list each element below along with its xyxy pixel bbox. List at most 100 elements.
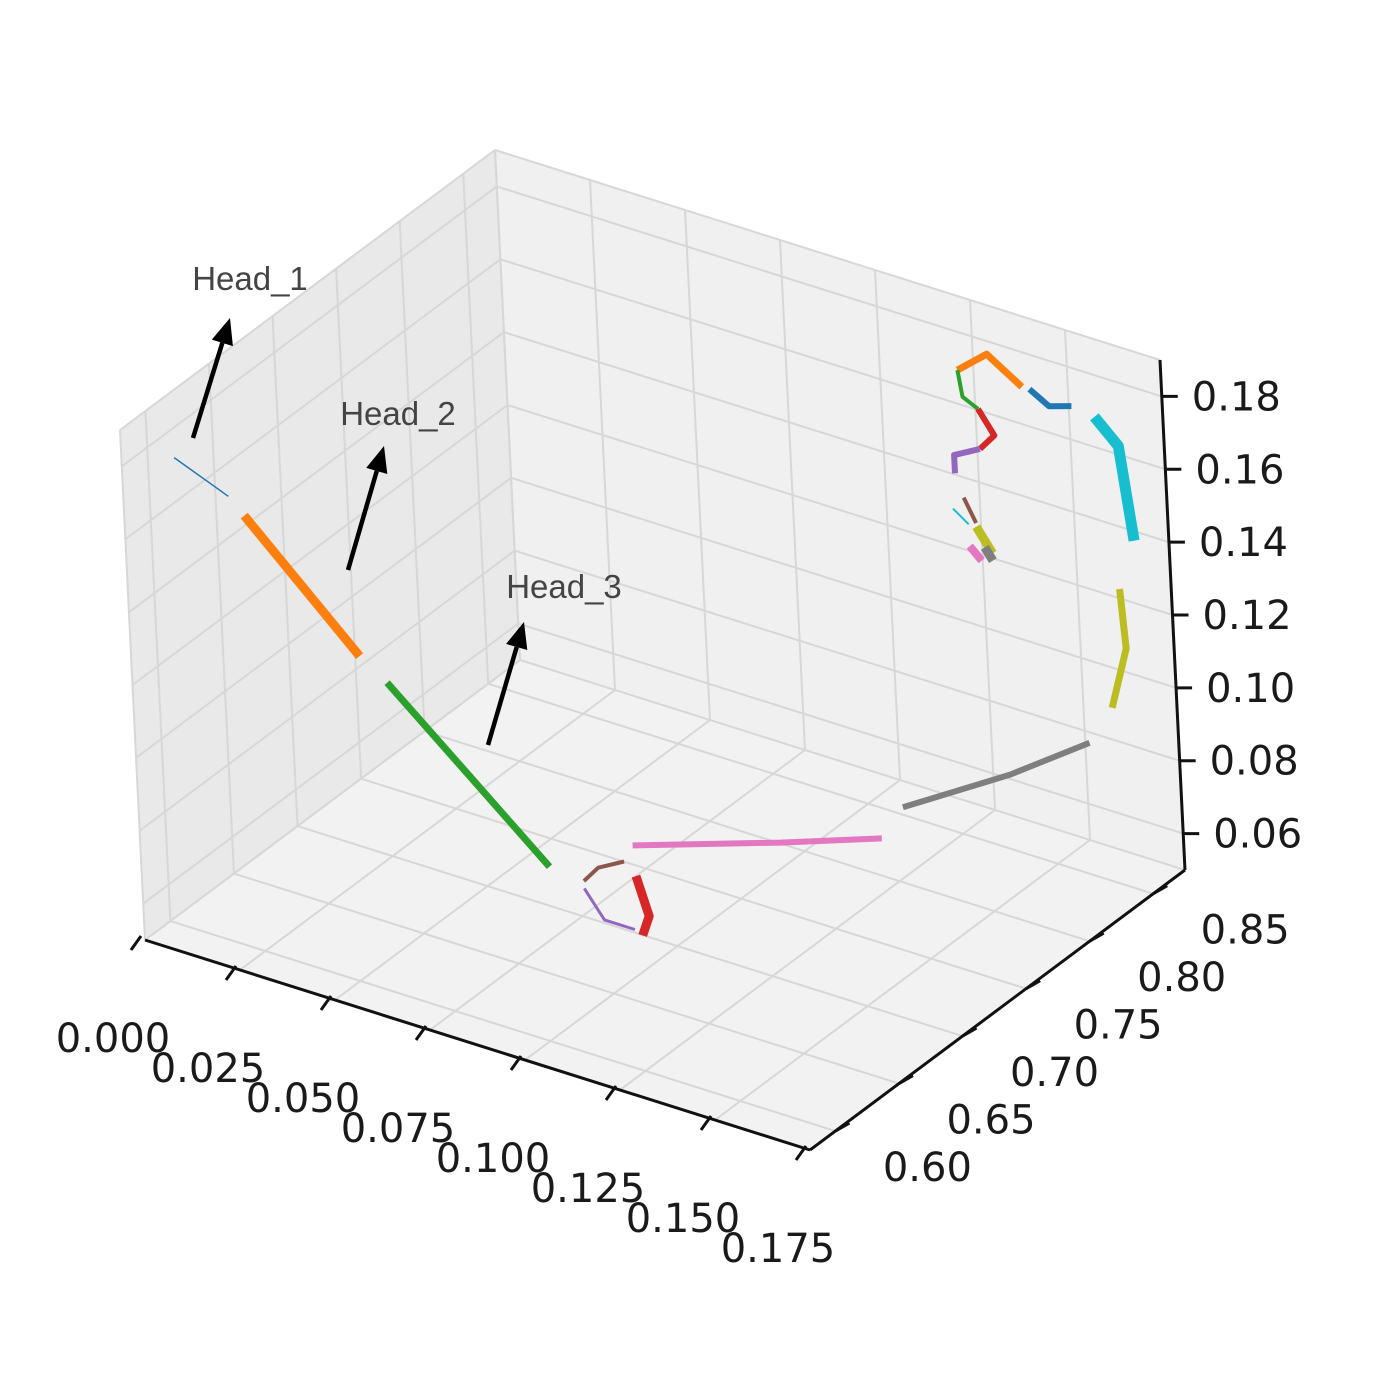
gridline-x-floor	[239, 689, 616, 971]
series-line-11	[1027, 386, 1072, 410]
gridline-y-floor	[424, 730, 1090, 943]
gridline-z-back	[514, 549, 1180, 762]
gridline-z-back	[517, 622, 1184, 835]
gridline-z-left	[139, 549, 516, 832]
x-tick-label: 0.000	[56, 1016, 171, 1062]
series-line-17	[952, 507, 970, 526]
annotation-arrow-head	[211, 318, 233, 347]
floor-pane	[145, 660, 1185, 1150]
x-tick-mark	[604, 1085, 618, 1101]
y-tick-label: 0.65	[946, 1098, 1035, 1144]
x-tick-mark	[319, 995, 333, 1011]
gridline-z-left	[121, 185, 498, 468]
gridline-z-left	[128, 331, 505, 613]
gridline-z-back	[507, 404, 1173, 616]
series-line-20	[980, 544, 997, 563]
series-line-6	[582, 859, 625, 883]
pane-edge	[144, 659, 521, 941]
z-tick-label: 0.06	[1213, 812, 1302, 858]
x-tick-label: 0.150	[626, 1196, 741, 1242]
y-tick-mark	[961, 1026, 978, 1038]
y-axis-line	[809, 868, 1186, 1152]
series-line-12	[955, 350, 1025, 390]
y-tick-mark	[1025, 979, 1041, 990]
pane-edge	[494, 149, 521, 661]
x-tick-label: 0.025	[151, 1046, 266, 1092]
x-tick-mark	[509, 1055, 523, 1071]
gridline-y-floor	[487, 682, 1154, 895]
series-line-13	[955, 369, 980, 411]
y-tick-label: 0.75	[1074, 1003, 1163, 1049]
gridline-y-floor	[297, 825, 963, 1038]
gridlines	[119, 149, 1186, 1151]
series-line-2	[240, 512, 364, 659]
tick-labels: 0.0000.0250.0500.0750.1000.1250.1500.175…	[56, 374, 1303, 1272]
series-line-7	[632, 835, 882, 849]
y-tick-label: 0.60	[883, 1145, 972, 1191]
annotation-label: Head_3	[506, 568, 622, 605]
series-line-5	[583, 887, 636, 931]
gridline-z-left	[124, 258, 501, 541]
series-line-9	[1108, 588, 1130, 709]
x-tick-mark	[414, 1025, 428, 1041]
axis-lines	[129, 359, 1200, 1161]
z-tick-label: 0.18	[1192, 374, 1281, 420]
pane-edge	[494, 149, 1161, 361]
series-line-10	[1090, 413, 1140, 542]
gridline-y-floor	[170, 920, 836, 1132]
pane-edge	[119, 429, 146, 941]
y-tick-mark	[834, 1121, 851, 1133]
y-tick-mark	[1088, 931, 1105, 943]
series-line-16	[961, 496, 978, 524]
series-line-19	[966, 543, 985, 564]
pane-edge	[119, 149, 496, 431]
x-tick-label: 0.175	[721, 1226, 836, 1272]
y-tick-label: 0.70	[1010, 1050, 1099, 1096]
data-series	[173, 350, 1140, 937]
gridline-x-floor	[429, 749, 806, 1031]
gridline-x-floor	[524, 779, 901, 1061]
y-tick-label: 0.85	[1201, 908, 1290, 954]
y-tick-mark	[1152, 884, 1168, 896]
x-tick-mark	[129, 935, 143, 951]
x-tick-mark	[224, 965, 238, 981]
gridline-z-back	[496, 185, 1163, 398]
series-line-1	[173, 456, 229, 497]
annotation-arrow-shaft	[345, 470, 379, 571]
pane-edge	[519, 659, 1186, 871]
z-tick-label: 0.16	[1195, 447, 1284, 493]
y-tick-mark	[898, 1074, 914, 1085]
series-line-8	[902, 740, 1091, 811]
y-tick-label: 0.80	[1137, 955, 1226, 1001]
gridline-y-floor	[360, 777, 1027, 990]
series-line-14	[975, 407, 998, 452]
gridline-y-floor	[233, 872, 900, 1085]
annotation-arrow-shaft	[485, 646, 519, 746]
gridline-x-floor	[714, 839, 1091, 1121]
z-tick-label: 0.08	[1210, 739, 1299, 785]
series-line-3	[384, 680, 553, 870]
z-tick-label: 0.10	[1206, 666, 1295, 712]
x-tick-mark	[699, 1115, 713, 1131]
gridline-z-left	[131, 404, 509, 686]
z-tick-label: 0.12	[1203, 593, 1292, 639]
x-tick-label: 0.050	[246, 1076, 361, 1122]
gridline-z-left	[142, 622, 519, 905]
z-tick-label: 0.14	[1199, 520, 1288, 566]
gridline-x-floor	[334, 719, 711, 1001]
gridline-z-back	[500, 258, 1166, 471]
x-tick-label: 0.100	[436, 1136, 551, 1182]
annotations: Head_1 Head_2 Head_3	[190, 260, 622, 746]
x-axis-line	[144, 938, 811, 1152]
annotation-label: Head_2	[340, 395, 456, 432]
series-line-4	[631, 874, 654, 937]
x-tick-label: 0.125	[531, 1166, 646, 1212]
x-tick-mark	[794, 1145, 808, 1161]
annotation-arrow-shaft	[190, 342, 225, 439]
series-line-15	[951, 445, 981, 474]
x-tick-label: 0.075	[341, 1106, 456, 1152]
annotation-label: Head_1	[192, 260, 308, 297]
annotation-arrow-head	[366, 446, 388, 474]
gridline-x-floor	[619, 809, 996, 1091]
